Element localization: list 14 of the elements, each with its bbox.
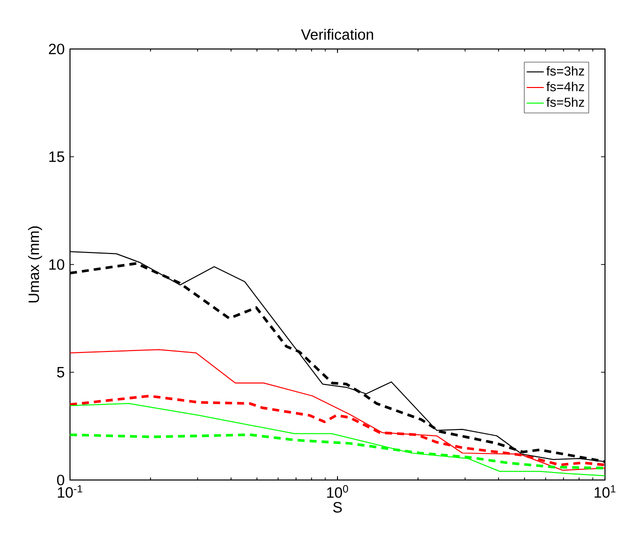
chart-title: Verification xyxy=(301,28,374,40)
y-tick-label: 0 xyxy=(57,474,64,486)
y-tick-label: 20 xyxy=(48,44,64,54)
x-tick-label: 10$^{-1}$ xyxy=(58,485,82,498)
legend-label: fs=4hz xyxy=(546,82,584,92)
y-axis-title: Umax (mm) xyxy=(28,226,42,302)
y-tick-label: 10 xyxy=(49,259,64,270)
x-axis-title: S xyxy=(333,502,342,513)
y-tick-label: 5 xyxy=(57,367,64,378)
x-tick-label: 10$^{1}$ xyxy=(594,485,616,498)
y-tick-label: 15 xyxy=(49,152,64,162)
legend-label: fs=3hz xyxy=(546,66,584,76)
x-tick-label: 10$^{0}$ xyxy=(327,485,348,498)
legend-label: fs=5hz xyxy=(546,97,584,107)
